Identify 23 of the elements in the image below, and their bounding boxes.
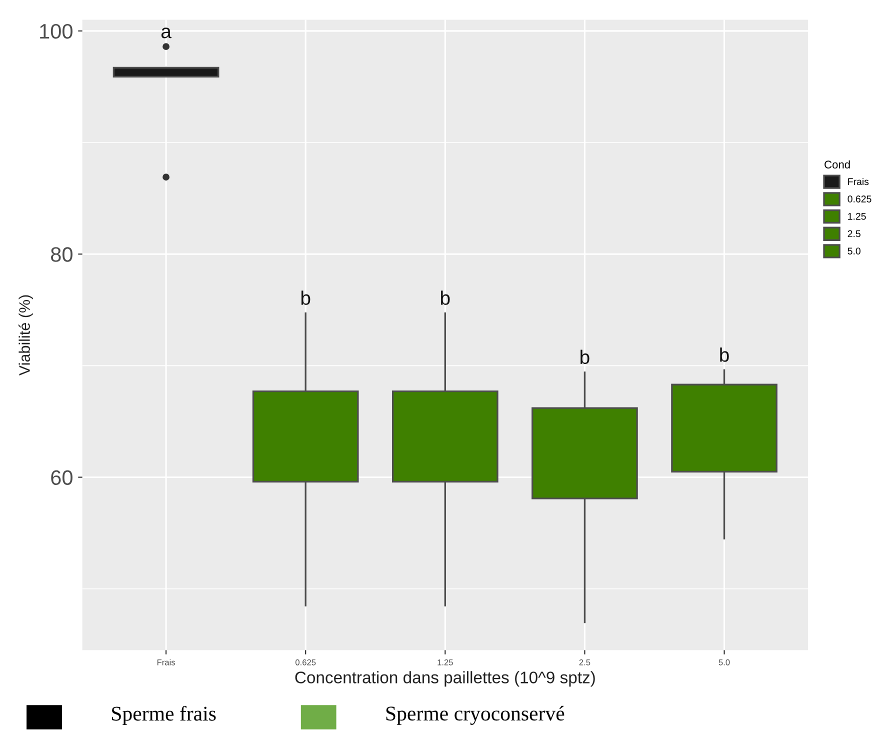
y-tick-label: 80 — [51, 247, 72, 262]
text: Sperme frais — [112, 706, 216, 725]
x-tick-label: Frais — [157, 659, 175, 666]
annotation: b — [301, 290, 310, 305]
legend-title: Cond — [824, 160, 850, 168]
y-axis-title: Viabilité (%) — [18, 295, 33, 376]
legend-label: 5.0 — [848, 248, 860, 254]
annotation: a — [161, 28, 172, 38]
annotation: b — [720, 348, 729, 362]
legend-label: Frais — [848, 178, 869, 186]
legend-label: 1.25 — [848, 212, 866, 220]
y-tick-label: 100 — [40, 24, 72, 39]
x-tick-label: 1.25 — [438, 659, 453, 666]
annotation: b — [441, 290, 450, 305]
legend-label: 0.625 — [848, 196, 872, 202]
y-tick-label: 60 — [51, 470, 72, 485]
legend-label: 2.5 — [848, 230, 860, 238]
x-tick-label: 0.625 — [295, 659, 316, 666]
text: Sperme cryoconservé — [386, 706, 564, 725]
annotation: b — [580, 350, 590, 364]
x-axis-title: Concentration dans paillettes (10^9 sptz) — [295, 671, 595, 687]
x-tick-label: 5.0 — [718, 659, 730, 666]
x-tick-label: 2.5 — [579, 659, 590, 666]
